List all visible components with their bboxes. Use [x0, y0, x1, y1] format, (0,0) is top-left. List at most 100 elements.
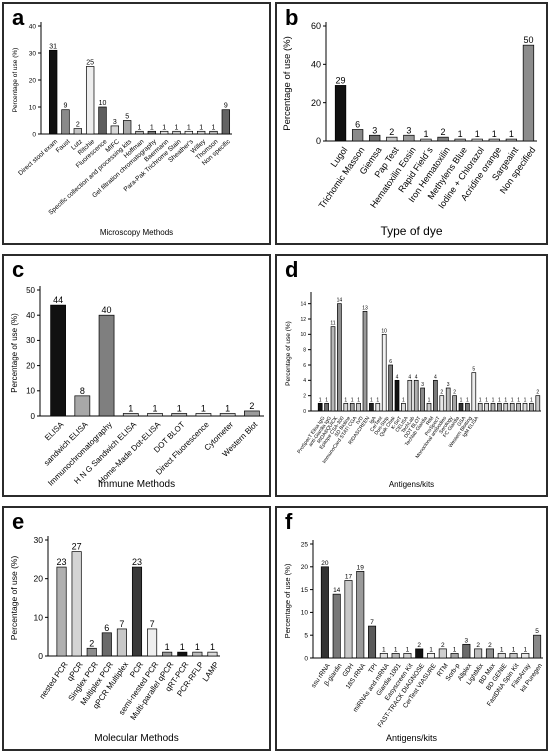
bar	[244, 410, 260, 417]
bar	[509, 653, 518, 659]
bar-value-label: 1	[344, 397, 347, 403]
bar-value-label: 1	[512, 646, 516, 653]
bar	[349, 402, 355, 412]
bar-value-label: 2	[488, 642, 492, 649]
bar-value-label: 1	[152, 403, 157, 413]
bar	[337, 303, 342, 412]
bar	[521, 653, 530, 659]
bar-value-label: 1	[500, 646, 504, 653]
x-tick-label: Direct stool exam	[17, 138, 59, 177]
y-axis-title: Percentage of use (%)	[12, 48, 19, 113]
bar-value-label: 4	[415, 374, 418, 380]
bar	[343, 402, 349, 412]
bar	[529, 402, 534, 412]
y-tick-label: 30	[29, 50, 37, 57]
y-tick-label: 20	[26, 361, 35, 370]
y-tick-label: 10	[301, 610, 309, 617]
bar	[438, 648, 447, 659]
x-axis-title: Antigens/kits	[386, 733, 438, 743]
bar-value-label: 1	[498, 397, 501, 403]
bar	[61, 109, 70, 135]
bar	[497, 653, 506, 659]
bar	[484, 402, 489, 412]
bar-value-label: 1	[175, 124, 179, 131]
bar	[209, 130, 218, 135]
bar	[439, 395, 445, 412]
chart-panel-d: d 0 2 4 6 8 10 12 14 Percentage of use (%) 1 ProSp…	[275, 254, 548, 497]
bar	[344, 580, 353, 659]
bar-value-label: 19	[357, 564, 365, 571]
x-tick-label: ELISA	[43, 420, 66, 443]
bar	[334, 85, 347, 142]
bar	[362, 310, 368, 412]
bar-value-label: 2	[441, 127, 446, 137]
bar	[85, 66, 95, 135]
bar-value-label: 1	[524, 397, 527, 403]
bar-value-label: 1	[423, 129, 428, 139]
bar	[162, 651, 173, 657]
chart-panel-f: f 0 5 10 15 20 25 Percentage of use (%) 20 ssu r…	[275, 506, 548, 751]
bar-value-label: 1	[475, 129, 480, 139]
bar-value-label: 14	[333, 587, 341, 594]
bar-value-label: 13	[362, 305, 368, 311]
y-tick-label: 0	[38, 651, 43, 661]
bar	[332, 593, 341, 659]
bar-value-label: 1	[150, 124, 154, 131]
chart-panel-b: b 0 20 40 60 Percentage of use (%) 29 Lugol 6 Tr…	[275, 2, 548, 245]
bar-value-label: 2	[536, 390, 539, 396]
bar-value-label: 3	[465, 637, 469, 644]
bar	[403, 134, 415, 142]
bar-value-label: 20	[321, 560, 329, 567]
bar	[219, 413, 236, 417]
y-tick-label: 0	[316, 136, 321, 146]
bar-value-label: 40	[102, 305, 112, 315]
bar-value-label: 1	[485, 397, 488, 403]
chart-e: 0 10 20 30 Percentage of use (%) 23 nested PCR…	[9, 535, 221, 744]
bar-value-label: 9	[64, 103, 68, 110]
bar-value-label: 1	[530, 397, 533, 403]
bar-value-label: 17	[345, 573, 353, 580]
bar-value-label: 1	[402, 397, 405, 403]
y-tick-label: 20	[311, 98, 321, 108]
y-tick-label: 5	[304, 632, 308, 639]
bar	[401, 402, 406, 412]
bar	[386, 136, 398, 142]
bar	[522, 402, 528, 412]
chart-c: 0 10 20 30 40 50 Percentage of use (%) 44 ELISA 8…	[10, 286, 264, 490]
bar	[192, 651, 203, 657]
bar-value-label: 3	[421, 382, 424, 388]
bar	[471, 372, 477, 412]
y-axis-title: Percentage of use (%)	[9, 556, 19, 641]
bar	[330, 326, 336, 412]
bar	[533, 634, 542, 659]
bar-value-label: 6	[389, 359, 392, 365]
bar	[86, 647, 97, 657]
bar	[415, 648, 424, 659]
bar-value-label: 7	[370, 619, 374, 626]
bar-value-label: 10	[99, 100, 107, 107]
bar	[369, 134, 381, 142]
bar-value-label: 1	[429, 646, 433, 653]
bar-value-label: 6	[104, 623, 109, 633]
y-tick-label: 20	[301, 564, 309, 571]
bar-value-label: 1	[199, 124, 203, 131]
bar-value-label: 5	[125, 114, 129, 121]
bar	[131, 566, 143, 657]
bar-value-label: 10	[381, 328, 387, 334]
bar-value-label: 1	[517, 397, 520, 403]
bar-value-label: 2	[476, 642, 480, 649]
bar	[356, 571, 365, 659]
chart-panel-c: c 0 10 20 30 40 50 Percentage of use (%) 44 ELIS…	[2, 254, 271, 497]
bar	[122, 413, 139, 417]
y-tick-label: 30	[34, 535, 44, 545]
bar	[465, 402, 470, 412]
bar-value-label: 1	[492, 129, 497, 139]
bar	[497, 402, 502, 412]
y-tick-label: 60	[311, 21, 321, 31]
bar	[135, 130, 144, 135]
bar-value-label: 44	[53, 295, 63, 305]
y-tick-label: 12	[300, 317, 306, 323]
bar	[147, 628, 158, 657]
bar	[474, 648, 483, 659]
